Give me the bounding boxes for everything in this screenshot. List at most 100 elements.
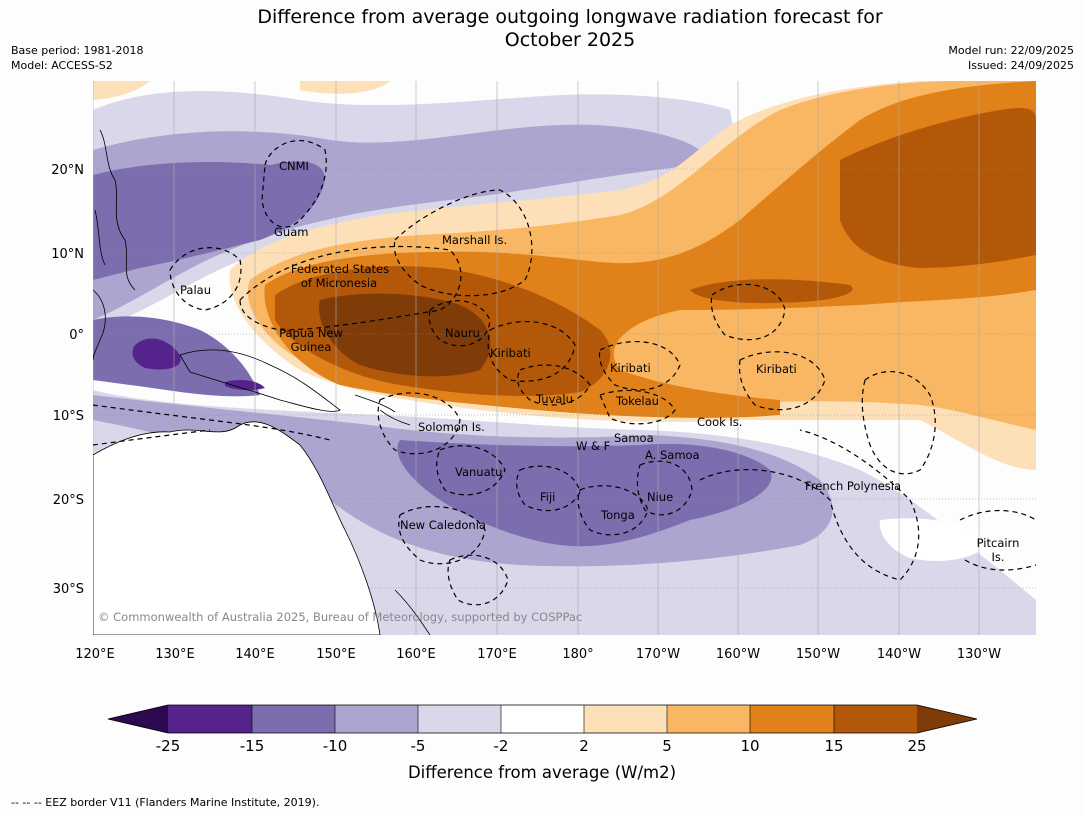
colorbar-swatch-2 (252, 705, 335, 733)
lon-label-160e: 160°E (396, 647, 436, 662)
colorbar-label: Difference from average (W/m2) (408, 763, 676, 782)
label-wf: W & F (576, 439, 610, 453)
label-png-1: Papua New (279, 326, 343, 340)
lon-label-150w: 150°W (796, 647, 840, 662)
lon-label-170w: 170°W (636, 647, 680, 662)
lon-label-150e: 150°E (316, 647, 356, 662)
label-solomon: Solomon Is. (418, 420, 485, 434)
colorbar: -25 -15 -10 -5 -2 2 5 10 15 25 Differenc… (107, 704, 978, 782)
philippines-coast (94, 129, 136, 291)
label-marshall: Marshall Is. (442, 233, 507, 247)
title-line-2: October 2025 (504, 29, 636, 51)
label-samoa: Samoa (614, 431, 654, 445)
label-nauru: Nauru (445, 326, 480, 340)
lon-label-180: 180° (562, 647, 593, 662)
copyright-notice: © Commonwealth of Australia 2025, Bureau… (98, 610, 582, 624)
label-niue: Niue (647, 490, 673, 504)
label-palau: Palau (180, 283, 211, 297)
label-asamoa: A. Samoa (645, 448, 700, 462)
lat-label-10n: 10°N (51, 247, 84, 262)
model-run: Model run: 22/09/2025 (948, 44, 1074, 57)
colorbar-tick: -10 (323, 737, 348, 755)
label-guam: Guam (274, 225, 308, 239)
meta-right: Model run: 22/09/2025 Issued: 24/09/2025 (948, 43, 1074, 73)
eez-footnote: -- -- -- EEZ border V11 (Flanders Marine… (11, 796, 320, 809)
lon-label-160w: 160°W (716, 647, 760, 662)
base-period: Base period: 1981-2018 (11, 44, 144, 57)
label-pitcairn-1: Pitcairn (977, 536, 1020, 550)
label-tonga: Tonga (600, 508, 635, 522)
colorbar-tick: -15 (240, 737, 265, 755)
anomaly-band-neg15-north (93, 161, 325, 280)
map-area: © Commonwealth of Australia 2025, Bureau… (93, 81, 1036, 635)
colorbar-dividers (251, 705, 835, 733)
colorbar-tick: 15 (824, 737, 843, 755)
new-guinea-coast (179, 349, 341, 412)
colorbar-swatch-8 (750, 705, 834, 733)
label-pitcairn-2: Is. (991, 550, 1004, 564)
colorbar-tick: 2 (579, 737, 589, 755)
colorbar-swatch-neutral (501, 705, 584, 733)
colorbar-swatch-above-max (917, 705, 977, 733)
lon-label-170e: 170°E (477, 647, 517, 662)
lat-label-30s: 30°S (53, 582, 84, 597)
colorbar-tick: -25 (156, 737, 181, 755)
model-name: Model: ACCESS-S2 (11, 59, 113, 72)
anomaly-band-neg25-png (132, 338, 265, 391)
lat-label-20n: 20°N (51, 163, 84, 178)
new-zealand-coast (394, 589, 431, 635)
issued-date: Issued: 24/09/2025 (967, 59, 1074, 72)
label-fiji: Fiji (540, 490, 555, 504)
place-labels: CNMI Guam Palau Marshall Is. Federated S… (180, 159, 1019, 564)
lat-label-20s: 20°S (53, 493, 84, 508)
lon-label-130e: 130°E (155, 647, 195, 662)
colorbar-swatch-below-min (108, 705, 168, 733)
australia-coast (93, 421, 381, 635)
label-kiribati-1: Kiribati (490, 346, 531, 360)
colorbar-swatch-9 (834, 705, 917, 733)
colorbar-tick: -5 (411, 737, 426, 755)
label-tokelau: Tokelau (615, 394, 659, 408)
lon-labels: 120°E 130°E 140°E 150°E 160°E 170°E 180°… (75, 647, 1001, 662)
lat-labels: 20°N 10°N 0° 10°S 20°S 30°S (51, 163, 84, 597)
colorbar-tick: 5 (662, 737, 672, 755)
map-title: Difference from average outgoing longwav… (0, 6, 1085, 52)
label-tuvalu: Tuvalu (535, 392, 573, 406)
meta-left: Base period: 1981-2018 Model: ACCESS-S2 (11, 43, 143, 73)
colorbar-tick: -2 (494, 737, 509, 755)
colorbar-swatch-6 (584, 705, 667, 733)
colorbar-ticks: -25 -15 -10 -5 -2 2 5 10 15 25 (156, 737, 927, 755)
anomaly-band-pos25 (319, 293, 491, 377)
anomaly-band-pos2-topleft (93, 81, 390, 100)
label-kiribati-3: Kiribati (756, 362, 797, 376)
label-png-2: Guinea (291, 340, 332, 354)
label-fsm-1: Federated States (291, 262, 389, 276)
label-frenchpoly: French Polynesia (805, 479, 901, 493)
lon-label-140e: 140°E (235, 647, 275, 662)
title-line-1: Difference from average outgoing longwav… (257, 6, 883, 28)
solomon-islands-coast (354, 394, 411, 426)
colorbar-swatch-4 (418, 705, 501, 733)
colorbar-swatch-1 (168, 705, 252, 733)
label-fsm-2: of Micronesia (301, 276, 377, 290)
colorbar-tick: 25 (907, 737, 926, 755)
anomaly-band-pos15-core (895, 207, 994, 251)
lon-label-120e: 120°E (75, 647, 115, 662)
colorbar-outline (107, 704, 978, 734)
lat-label-10s: 10°S (53, 409, 84, 424)
label-kiribati-2: Kiribati (610, 361, 651, 375)
lat-label-eq: 0° (69, 328, 84, 343)
label-cnmi: CNMI (279, 159, 309, 173)
eez-borders (93, 140, 1036, 606)
lat-grid (93, 168, 1036, 589)
label-newcal: New Caledonia (400, 518, 486, 532)
colorbar-tick: 10 (740, 737, 759, 755)
borneo-coast (93, 289, 106, 361)
lon-label-130w: 130°W (957, 647, 1001, 662)
coastlines (93, 129, 431, 635)
lon-label-140w: 140°W (877, 647, 921, 662)
label-cook: Cook Is. (697, 415, 742, 429)
colorbar-swatch-7 (667, 705, 750, 733)
colorbar-swatch-3 (335, 705, 418, 733)
